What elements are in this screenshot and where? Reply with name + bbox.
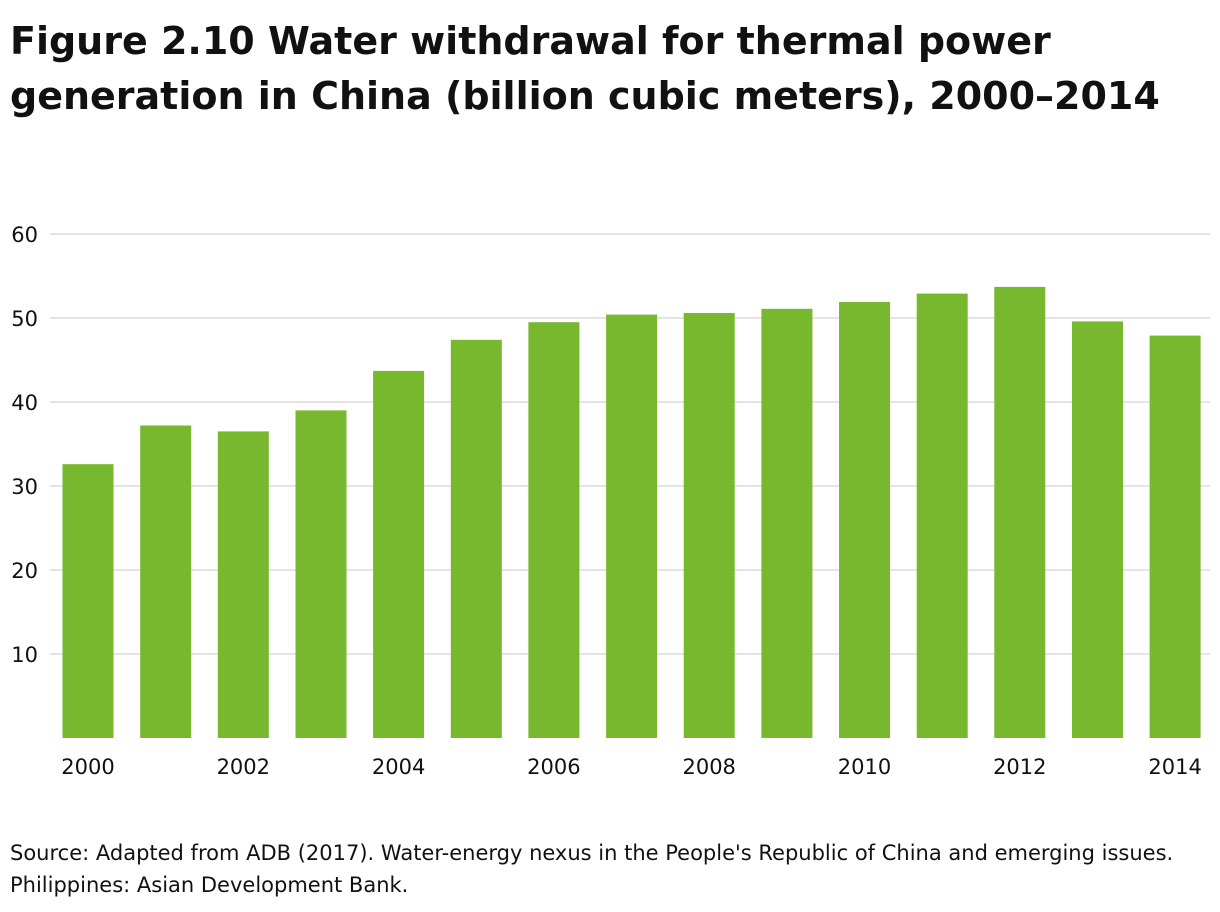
y-tick-label: 20 bbox=[11, 559, 38, 583]
source-note: Source: Adapted from ADB (2017). Water-e… bbox=[10, 841, 1174, 897]
x-axis-ticks: 2000 2002 2004 2006 2008 2010 2012 2014 bbox=[61, 755, 1202, 779]
bar-2006 bbox=[528, 322, 580, 738]
bar-2010 bbox=[839, 302, 890, 738]
bar-2002 bbox=[217, 431, 269, 738]
chart-title: Figure 2.10 Water withdrawal for thermal… bbox=[10, 19, 1160, 118]
x-tick-label: 2014 bbox=[1148, 755, 1201, 779]
x-tick-label: 2008 bbox=[682, 755, 735, 779]
bar-chart: 10 20 30 40 50 60 2000 2002 2004 2006 2008 2010 201… bbox=[11, 223, 1210, 779]
x-tick-label: 2002 bbox=[217, 755, 270, 779]
y-tick-label: 50 bbox=[11, 307, 38, 331]
bar-2011 bbox=[916, 293, 968, 738]
x-tick-label: 2004 bbox=[372, 755, 425, 779]
bar-2012 bbox=[994, 286, 1046, 738]
y-tick-label: 60 bbox=[11, 223, 38, 247]
bar-2014 bbox=[1149, 335, 1201, 738]
bar-2007 bbox=[606, 314, 658, 738]
y-tick-label: 10 bbox=[11, 643, 38, 667]
bar-2004 bbox=[373, 370, 425, 738]
y-tick-label: 30 bbox=[11, 475, 38, 499]
y-tick-label: 40 bbox=[11, 391, 38, 415]
y-axis-ticks: 10 20 30 40 50 60 bbox=[11, 223, 38, 667]
bar-2001 bbox=[140, 425, 192, 738]
bar-2000 bbox=[62, 464, 114, 738]
x-tick-label: 2010 bbox=[838, 755, 891, 779]
bar-2009 bbox=[761, 308, 813, 738]
bar-2005 bbox=[450, 339, 502, 738]
x-tick-label: 2000 bbox=[61, 755, 114, 779]
bar-2013 bbox=[1072, 321, 1123, 738]
x-tick-label: 2012 bbox=[993, 755, 1046, 779]
bar-2008 bbox=[683, 313, 735, 738]
x-tick-label: 2006 bbox=[527, 755, 580, 779]
bars bbox=[62, 286, 1201, 738]
bar-2003 bbox=[295, 410, 347, 738]
